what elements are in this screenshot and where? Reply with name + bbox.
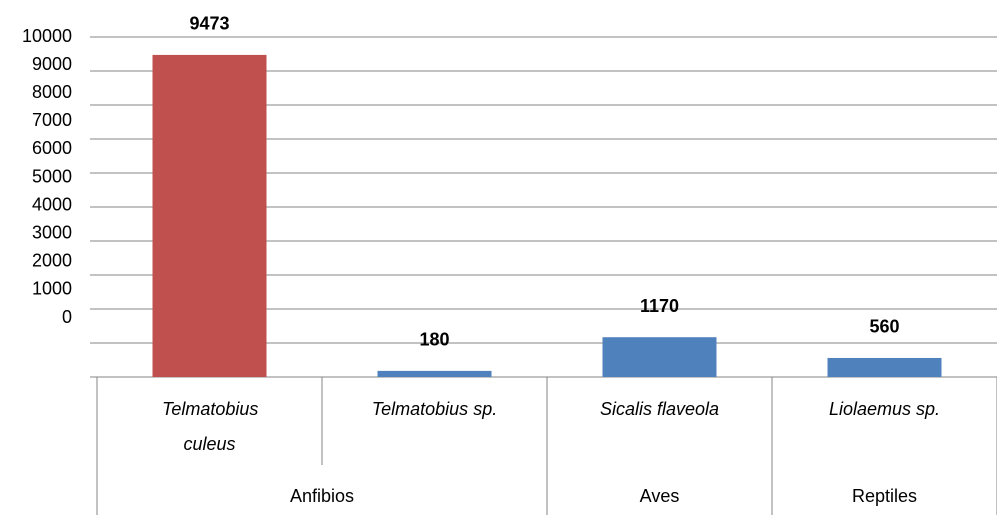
group-label: Aves <box>640 486 680 506</box>
y-tick-label: 1000 <box>32 279 72 299</box>
y-tick-label: 9000 <box>32 54 72 74</box>
x-tick-label: Telmatobius culeus <box>162 399 259 454</box>
y-tick-label: 4000 <box>32 194 72 214</box>
y-tick-label: 0 <box>62 307 72 327</box>
value-label: 9473 <box>189 14 229 34</box>
value-label: 1170 <box>640 296 679 316</box>
y-tick-label: 3000 <box>32 222 72 242</box>
y-tick-label: 10000 <box>22 26 72 46</box>
group-label: Reptiles <box>852 486 917 506</box>
value-label: 180 <box>419 330 449 350</box>
category-label-box: Liolaemus sp. <box>828 399 941 419</box>
bar <box>602 337 717 377</box>
value-label: 560 <box>869 317 899 337</box>
y-tick-label: 7000 <box>32 110 72 130</box>
bar <box>377 370 492 377</box>
y-tick-label: 5000 <box>32 166 72 186</box>
y-tick-label: 2000 <box>32 251 72 271</box>
y-tick-label: 6000 <box>32 138 72 158</box>
bar <box>152 54 267 377</box>
category-label-box: Telmatobius sp. <box>371 399 498 419</box>
x-tick-label: Sicalis flaveola <box>599 399 720 419</box>
y-tick-label: 8000 <box>32 82 72 102</box>
x-tick-label: Liolaemus sp. <box>828 399 941 419</box>
x-tick-label: Telmatobius sp. <box>371 399 498 419</box>
category-label-box: Sicalis flaveola <box>599 399 720 419</box>
group-label: Anfibios <box>290 486 354 506</box>
category-label-box: Telmatobius culeus <box>162 399 259 454</box>
bar <box>827 357 942 377</box>
